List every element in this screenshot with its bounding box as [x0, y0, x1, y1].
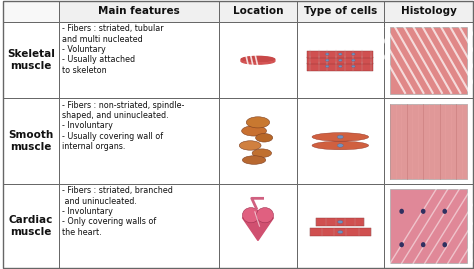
Ellipse shape [240, 58, 275, 65]
Text: Type of cells: Type of cells [304, 6, 377, 16]
Ellipse shape [242, 156, 266, 164]
Polygon shape [242, 218, 273, 240]
Bar [2, 1, 59, 22]
Bar [297, 22, 384, 98]
Ellipse shape [400, 242, 404, 247]
Ellipse shape [326, 59, 329, 61]
Ellipse shape [337, 231, 343, 233]
Bar [219, 184, 297, 268]
Bar [219, 98, 297, 184]
Bar [384, 184, 474, 268]
Text: Cardiac
muscle: Cardiac muscle [9, 215, 53, 237]
Text: Histology: Histology [401, 6, 456, 16]
Bar [59, 98, 219, 184]
Bar [2, 22, 59, 98]
Ellipse shape [442, 242, 447, 247]
Text: - Fibers : non-striated, spindle-
shaped, and uninucleated.
- Involuntary
- Usua: - Fibers : non-striated, spindle- shaped… [62, 101, 184, 151]
Ellipse shape [242, 208, 259, 223]
Bar [2, 98, 59, 184]
Bar [316, 218, 365, 226]
Bar [219, 1, 297, 22]
Ellipse shape [240, 57, 275, 64]
Ellipse shape [352, 59, 355, 61]
Bar [219, 22, 297, 98]
Bar [390, 189, 467, 263]
Bar [390, 27, 467, 94]
Ellipse shape [240, 56, 275, 62]
Ellipse shape [246, 117, 270, 128]
Ellipse shape [352, 65, 355, 68]
Bar [297, 1, 384, 22]
Ellipse shape [256, 208, 273, 223]
Bar [384, 98, 474, 184]
Ellipse shape [337, 135, 343, 139]
Ellipse shape [338, 53, 342, 55]
Ellipse shape [242, 126, 266, 136]
Text: Location: Location [233, 6, 283, 16]
Text: Skeletal
muscle: Skeletal muscle [7, 49, 55, 71]
Ellipse shape [255, 133, 273, 142]
Bar [59, 22, 219, 98]
Bar [310, 228, 371, 236]
Ellipse shape [352, 53, 355, 55]
Ellipse shape [326, 65, 329, 68]
Bar [2, 184, 59, 268]
Ellipse shape [312, 133, 369, 141]
Ellipse shape [240, 56, 275, 63]
Bar [384, 1, 474, 22]
Ellipse shape [252, 149, 272, 157]
Bar [297, 184, 384, 268]
Ellipse shape [338, 65, 342, 68]
Text: Main features: Main features [98, 6, 180, 16]
Ellipse shape [240, 57, 275, 64]
Ellipse shape [338, 59, 342, 61]
Ellipse shape [239, 141, 261, 150]
Bar [307, 57, 374, 65]
Text: - Fibers : striated, branched
 and uninucleated.
- Involuntary
- Only covering w: - Fibers : striated, branched and uninuc… [62, 186, 173, 237]
Ellipse shape [337, 144, 343, 147]
Ellipse shape [421, 242, 426, 247]
Bar [59, 1, 219, 22]
Bar [307, 51, 374, 58]
Text: - Fibers : striated, tubular
and multi nucleated
- Voluntary
- Usually attached
: - Fibers : striated, tubular and multi n… [62, 24, 164, 75]
Bar [390, 104, 467, 179]
Bar [297, 98, 384, 184]
Ellipse shape [312, 141, 369, 150]
Bar [307, 63, 374, 70]
Ellipse shape [337, 221, 343, 224]
Bar [384, 22, 474, 98]
Bar [59, 184, 219, 268]
Ellipse shape [421, 209, 426, 214]
Ellipse shape [442, 209, 447, 214]
Ellipse shape [400, 209, 404, 214]
Text: Smooth
muscle: Smooth muscle [8, 130, 54, 152]
Ellipse shape [326, 53, 329, 55]
